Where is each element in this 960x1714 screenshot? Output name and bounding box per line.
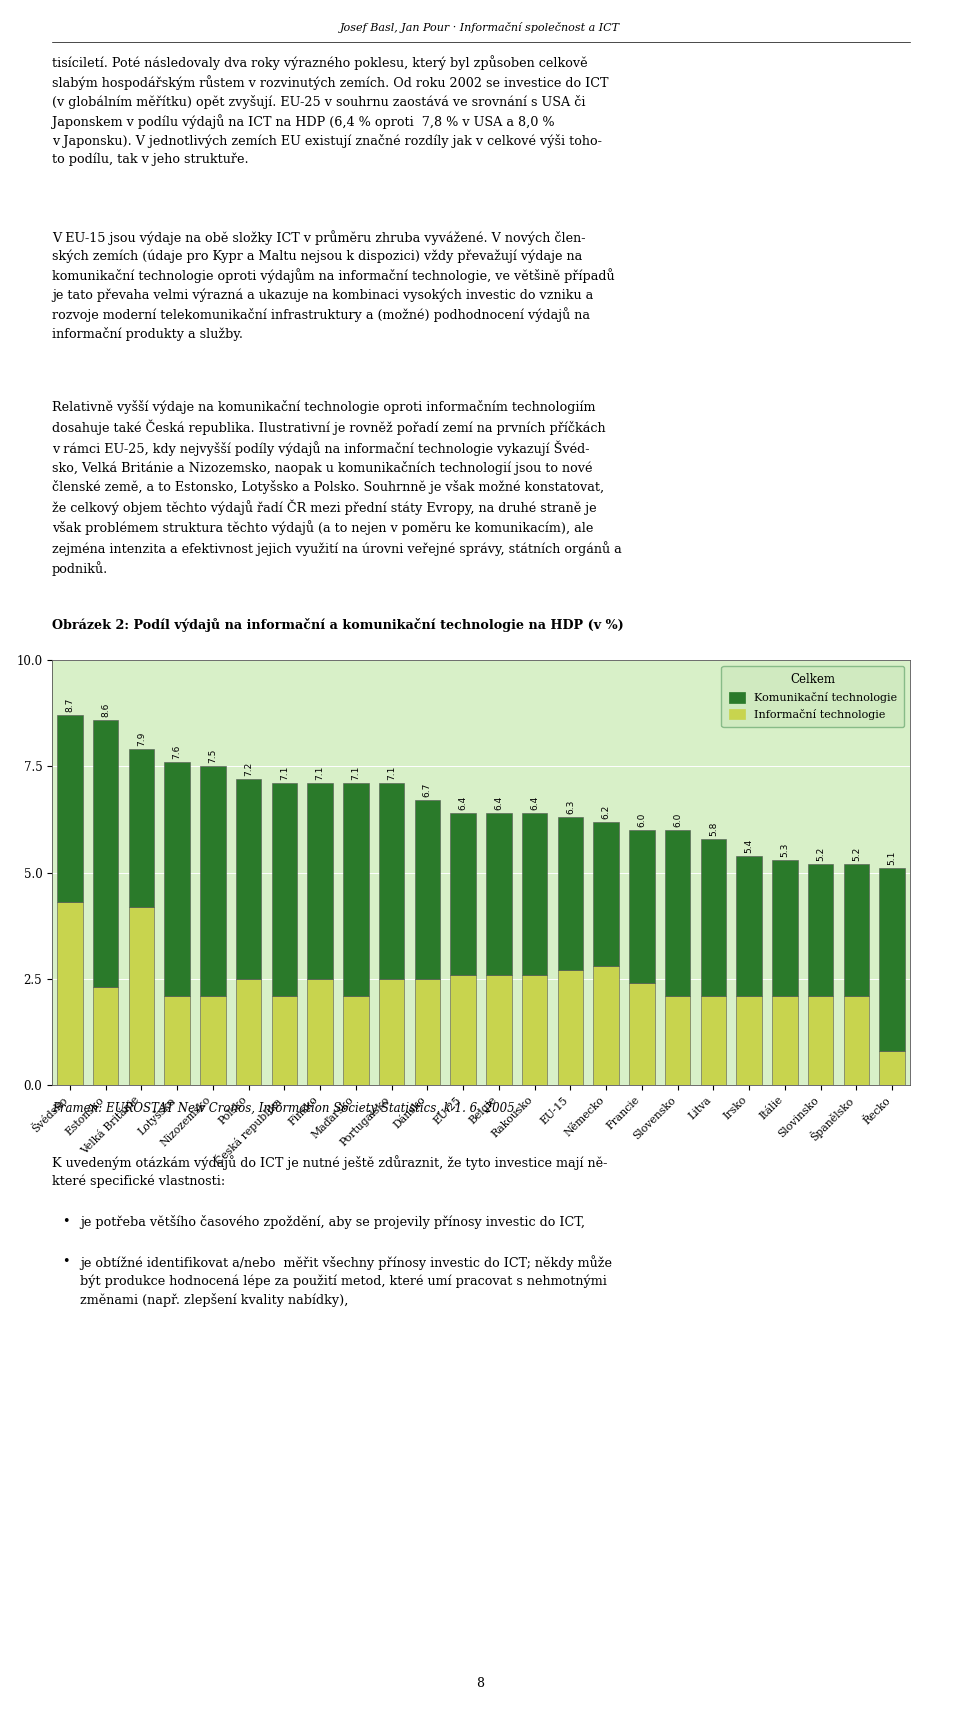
Bar bbox=[807, 996, 833, 1085]
Bar bbox=[807, 864, 833, 996]
Bar bbox=[415, 800, 441, 979]
Text: 6.0: 6.0 bbox=[637, 812, 646, 828]
Text: •: • bbox=[62, 1215, 69, 1227]
Bar bbox=[93, 720, 118, 987]
Bar bbox=[879, 1051, 905, 1085]
Text: Relativně vyšší výdaje na komunikační technologie oproti informačním technologií: Relativně vyšší výdaje na komunikační te… bbox=[52, 399, 622, 576]
Bar bbox=[772, 860, 798, 996]
Bar bbox=[200, 996, 226, 1085]
Bar bbox=[57, 902, 83, 1085]
Bar bbox=[415, 979, 441, 1085]
Bar bbox=[200, 766, 226, 996]
Bar bbox=[664, 830, 690, 996]
Bar bbox=[629, 830, 655, 984]
Bar bbox=[343, 783, 369, 996]
Bar bbox=[236, 778, 261, 979]
Bar bbox=[307, 783, 333, 979]
Text: Obrázek 2: Podíl výdajů na informační a komunikační technologie na HDP (v %): Obrázek 2: Podíl výdajů na informační a … bbox=[52, 619, 624, 632]
Bar bbox=[486, 812, 512, 975]
Bar bbox=[558, 818, 584, 970]
Bar bbox=[521, 812, 547, 975]
Text: 5.8: 5.8 bbox=[708, 821, 718, 835]
Text: 6.0: 6.0 bbox=[673, 812, 683, 828]
Text: Pramen: EUROSTAT New Cronos, Information Society Statistics, k 1. 6. 2005.: Pramen: EUROSTAT New Cronos, Information… bbox=[52, 1102, 518, 1116]
Bar bbox=[558, 970, 584, 1085]
Bar bbox=[307, 979, 333, 1085]
Text: 7.6: 7.6 bbox=[173, 744, 181, 759]
Bar bbox=[772, 996, 798, 1085]
Bar bbox=[450, 975, 476, 1085]
Text: 7.9: 7.9 bbox=[137, 732, 146, 746]
Text: 8.6: 8.6 bbox=[101, 703, 110, 716]
Bar bbox=[844, 996, 869, 1085]
Bar bbox=[57, 715, 83, 902]
Bar bbox=[664, 996, 690, 1085]
Text: 7.1: 7.1 bbox=[280, 766, 289, 780]
Text: 6.4: 6.4 bbox=[494, 795, 503, 811]
Text: V EU-15 jsou výdaje na obě složky ICT v průměru zhruba vyvážené. V nových člen-
: V EU-15 jsou výdaje na obě složky ICT v … bbox=[52, 230, 614, 341]
Bar bbox=[486, 975, 512, 1085]
Text: 7.5: 7.5 bbox=[208, 749, 217, 763]
Bar bbox=[129, 749, 155, 907]
Bar bbox=[844, 864, 869, 996]
Bar bbox=[379, 979, 404, 1085]
Text: 7.1: 7.1 bbox=[351, 766, 360, 780]
Bar bbox=[701, 838, 727, 996]
Text: K uvedeným otázkám výdajů do ICT je nutné ještě zdůraznit, že tyto investice maj: K uvedeným otázkám výdajů do ICT je nutn… bbox=[52, 1155, 608, 1188]
Bar bbox=[164, 763, 190, 996]
Bar bbox=[129, 907, 155, 1085]
Text: tisíciletí. Poté následovaly dva roky výrazného poklesu, který byl způsoben celk: tisíciletí. Poté následovaly dva roky vý… bbox=[52, 55, 609, 166]
Bar bbox=[450, 812, 476, 975]
Text: 7.1: 7.1 bbox=[387, 766, 396, 780]
Bar bbox=[629, 984, 655, 1085]
Text: 6.3: 6.3 bbox=[565, 800, 575, 814]
Text: je obtížné identifikovat a/nebo  měřit všechny přínosy investic do ICT; někdy mů: je obtížné identifikovat a/nebo měřit vš… bbox=[80, 1255, 612, 1308]
Text: 5.3: 5.3 bbox=[780, 842, 789, 857]
Bar bbox=[701, 996, 727, 1085]
Bar bbox=[736, 855, 762, 996]
Text: 7.2: 7.2 bbox=[244, 761, 253, 776]
Text: je potřeba většího časového zpoždění, aby se projevily přínosy investic do ICT,: je potřeba většího časového zpoždění, ab… bbox=[80, 1215, 585, 1229]
Text: 6.2: 6.2 bbox=[602, 804, 611, 819]
Bar bbox=[379, 783, 404, 979]
Bar bbox=[93, 987, 118, 1085]
Text: 7.1: 7.1 bbox=[316, 766, 324, 780]
Bar bbox=[736, 996, 762, 1085]
Legend: Komunikační technologie, Informační technologie: Komunikační technologie, Informační tech… bbox=[721, 665, 904, 727]
Bar bbox=[593, 967, 619, 1085]
Bar bbox=[164, 996, 190, 1085]
Bar bbox=[879, 869, 905, 1051]
Bar bbox=[521, 975, 547, 1085]
Text: 8.7: 8.7 bbox=[65, 698, 74, 713]
Text: 5.4: 5.4 bbox=[745, 838, 754, 852]
Bar bbox=[272, 783, 298, 996]
Text: 6.7: 6.7 bbox=[422, 783, 432, 797]
Text: 5.2: 5.2 bbox=[816, 847, 826, 860]
Bar bbox=[236, 979, 261, 1085]
Text: 6.4: 6.4 bbox=[459, 795, 468, 811]
Text: 5.2: 5.2 bbox=[852, 847, 861, 860]
Bar bbox=[343, 996, 369, 1085]
Bar bbox=[593, 821, 619, 967]
Text: •: • bbox=[62, 1255, 69, 1268]
Text: 6.4: 6.4 bbox=[530, 795, 540, 811]
Text: Josef Basl, Jan Pour · Informační společnost a ICT: Josef Basl, Jan Pour · Informační společ… bbox=[340, 22, 620, 33]
Text: 8: 8 bbox=[476, 1676, 484, 1690]
Text: 5.1: 5.1 bbox=[888, 850, 897, 866]
Bar bbox=[272, 996, 298, 1085]
